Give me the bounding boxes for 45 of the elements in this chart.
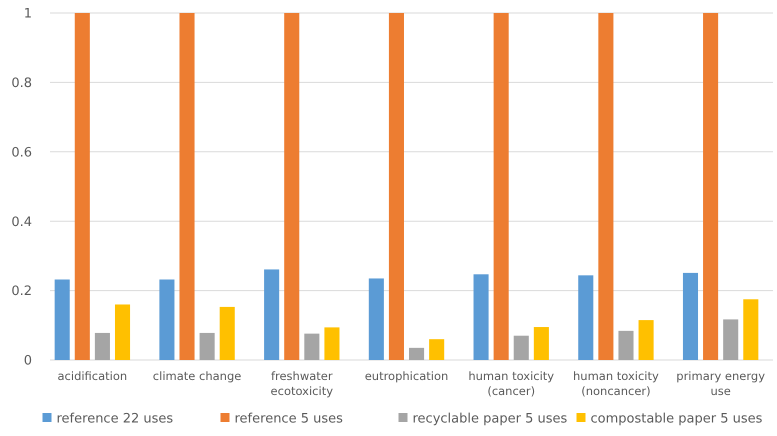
y-tick-label: 0.4 xyxy=(11,214,32,230)
bar xyxy=(743,299,758,360)
bar xyxy=(618,330,634,360)
legend-label: recyclable paper 5 uses xyxy=(412,412,568,427)
legend-label: compostable paper 5 uses xyxy=(590,412,763,427)
bar xyxy=(94,332,110,360)
bar xyxy=(638,320,654,360)
y-tick-label: 1 xyxy=(24,6,32,22)
x-tick-label: human toxicity (cancer) xyxy=(468,369,554,398)
bar xyxy=(179,13,195,360)
bar xyxy=(514,336,529,360)
x-tick-label: acidification xyxy=(58,369,128,383)
bar xyxy=(284,13,300,360)
x-tick-label: human toxicity (noncancer) xyxy=(573,369,660,398)
x-tick-label: climate change xyxy=(152,369,242,383)
x-tick-label: eutrophication xyxy=(364,369,448,383)
legend-label: reference 22 uses xyxy=(56,412,174,427)
bar xyxy=(429,339,444,360)
bar xyxy=(324,327,340,360)
y-tick-label: 0.2 xyxy=(11,284,32,300)
y-tick-label: 0.8 xyxy=(11,76,32,91)
bar xyxy=(388,13,404,360)
bar xyxy=(578,275,594,360)
bar xyxy=(264,269,280,360)
x-tick-label: primary energy use xyxy=(676,369,766,398)
bar xyxy=(703,13,718,360)
bar xyxy=(159,279,174,360)
bar xyxy=(368,278,384,360)
bar xyxy=(409,348,424,360)
bar xyxy=(598,13,614,360)
legend-label: reference 5 uses xyxy=(234,412,344,427)
bar xyxy=(534,327,549,360)
bar xyxy=(200,332,215,360)
bar xyxy=(114,304,130,360)
bar xyxy=(682,272,698,360)
y-tick-label: 0.6 xyxy=(11,145,32,160)
bar xyxy=(723,319,738,360)
bar xyxy=(74,13,90,360)
bar xyxy=(494,13,509,360)
bar xyxy=(54,279,70,360)
bar xyxy=(220,306,235,360)
x-tick-label: freshwater ecotoxicity xyxy=(270,369,334,398)
y-tick-label: 0 xyxy=(24,354,32,369)
bar xyxy=(304,334,320,360)
bar xyxy=(474,274,489,360)
